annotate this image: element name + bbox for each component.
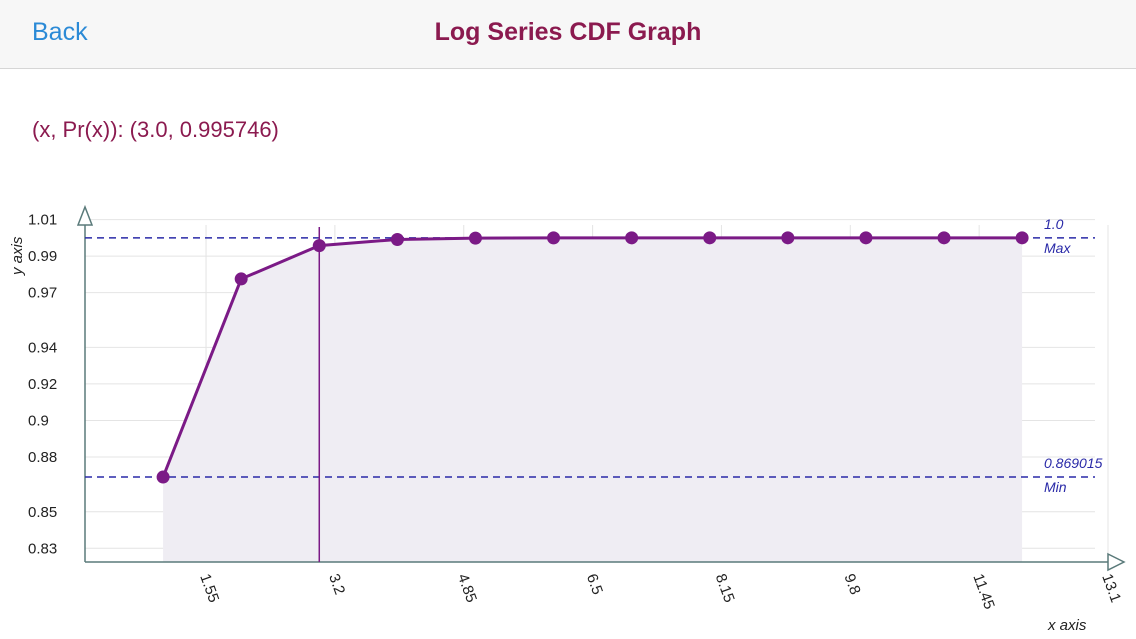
y-tick-label-3: 0.94	[28, 339, 57, 356]
readout-value: (3.0, 0.995746)	[129, 117, 279, 142]
x-tick-label-0: 1.55	[196, 572, 222, 605]
y-tick-labels: 1.01 0.99 0.97 0.94 0.92 0.9 0.88 0.85 0.83	[28, 212, 57, 558]
reference-value-min: 0.869015	[1044, 455, 1103, 471]
y-tick-label-5: 0.9	[28, 412, 49, 429]
x-tick-label-3: 6.5	[583, 572, 606, 597]
y-tick-label-0: 1.01	[28, 212, 57, 229]
navigation-bar: Back Log Series CDF Graph	[0, 0, 1136, 69]
y-tick-label-1: 0.99	[28, 248, 57, 265]
data-point-6	[547, 231, 561, 245]
data-points	[156, 231, 1029, 484]
data-point-10	[859, 231, 873, 245]
data-point-2	[234, 272, 248, 286]
x-tick-labels: 1.55 3.2 4.85 6.5 8.15 9.8 11.45 13.1	[196, 572, 1124, 612]
series-line	[161, 236, 1023, 478]
y-tick-label-4: 0.92	[28, 376, 57, 393]
x-tick-label-2: 4.85	[454, 572, 480, 605]
data-point-9	[781, 231, 795, 245]
x-tick-label-6: 11.45	[969, 572, 997, 612]
y-tick-label-7: 0.85	[28, 504, 57, 521]
x-tick-label-1: 3.2	[325, 572, 348, 597]
readout-label: (x, Pr(x)):	[32, 117, 124, 142]
x-tick-label-7: 13.1	[1098, 572, 1124, 605]
x-axis-arrow	[1107, 552, 1126, 572]
area-fill	[163, 237, 1023, 562]
data-point-12	[1015, 231, 1029, 245]
data-point-4	[390, 232, 404, 246]
y-axis-arrow	[76, 204, 94, 226]
chart-axes	[76, 204, 1126, 572]
selected-point-readout: (x, Pr(x)): (3.0, 0.995746)	[32, 117, 279, 143]
y-tick-label-2: 0.97	[28, 285, 57, 302]
data-point-8	[703, 231, 717, 245]
x-tick-label-5: 9.8	[841, 572, 864, 597]
y-axis-title: y axis	[9, 236, 26, 276]
data-point-1	[156, 470, 170, 484]
y-tick-label-8: 0.83	[28, 540, 57, 557]
reference-value-max: 1.0	[1044, 216, 1064, 232]
data-point-7	[625, 231, 639, 245]
page-title: Log Series CDF Graph	[434, 18, 702, 46]
data-point-11	[937, 231, 951, 245]
data-point-3	[312, 239, 326, 253]
reference-tag-min: Min	[1044, 479, 1067, 495]
x-tick-label-4: 8.15	[712, 572, 738, 605]
x-axis-title: x axis	[1047, 617, 1087, 634]
y-tick-label-6: 0.88	[28, 449, 57, 466]
back-button[interactable]: Back	[32, 18, 88, 46]
reference-tag-max: Max	[1044, 240, 1071, 256]
data-point-5	[468, 231, 482, 245]
